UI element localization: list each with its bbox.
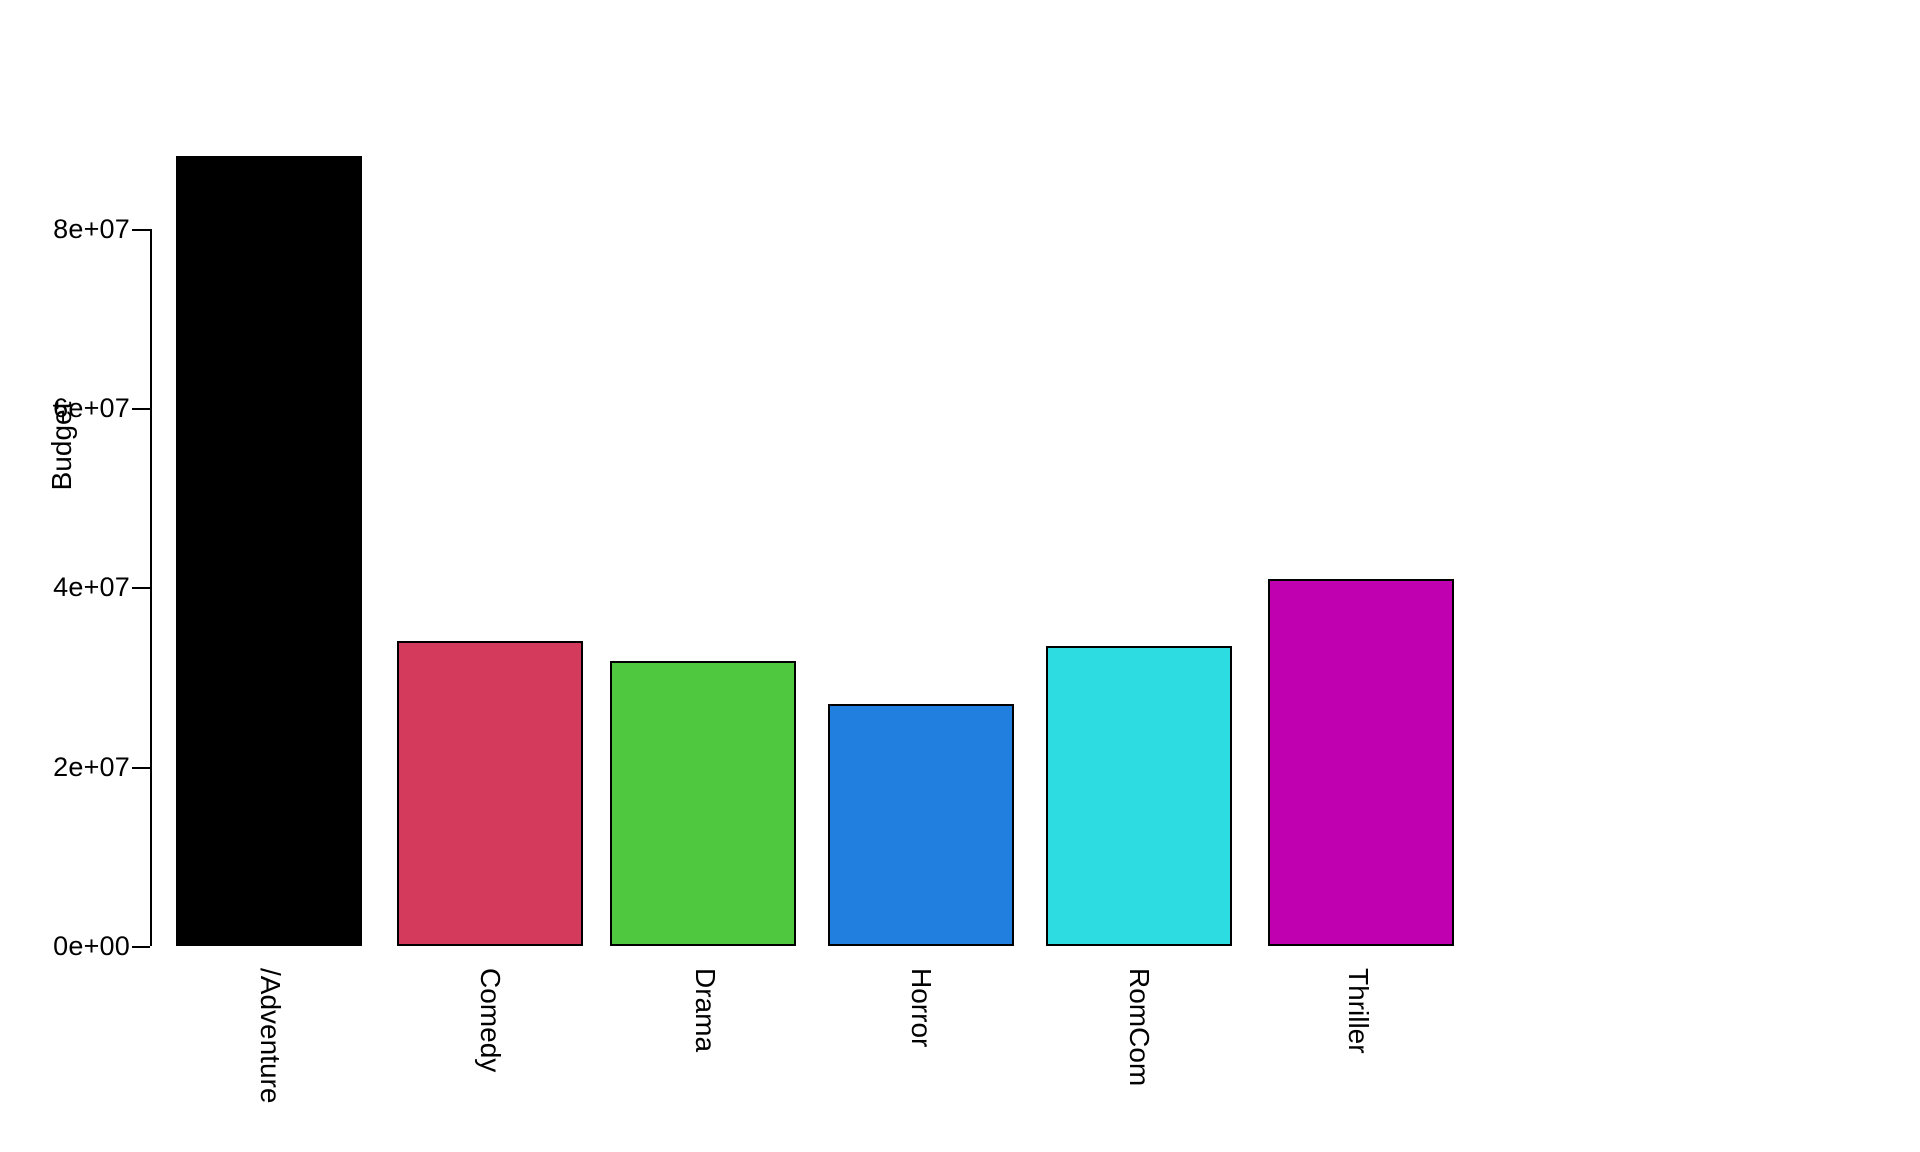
y-axis-tick-label-0e00: 0e+00: [53, 931, 130, 961]
y-axis-line: [150, 229, 152, 946]
y-axis-tick-6e07: [132, 408, 150, 410]
x-axis-label-horror: Horror: [906, 968, 937, 1048]
bar-comedy: [397, 641, 583, 946]
bar-horror: [828, 704, 1014, 946]
y-axis-tick-8e07: [132, 229, 150, 231]
x-axis-label-romcom: RomCom: [1124, 968, 1155, 1087]
bar-romcom: [1046, 645, 1232, 946]
y-axis-tick-label-2e07: 2e+07: [53, 752, 130, 782]
bar-drama: [610, 661, 796, 946]
x-axis-label-action-adventure: /Adventure: [255, 968, 286, 1104]
y-axis-title: Budget: [46, 401, 77, 491]
y-axis-tick-2e07: [132, 767, 150, 769]
y-axis-tick-label-8e07: 8e+07: [53, 214, 130, 244]
y-axis-tick-0e00: [132, 946, 150, 948]
x-axis-label-thriller: Thriller: [1343, 968, 1374, 1054]
x-axis-label-comedy: Comedy: [475, 968, 506, 1073]
bar-action-adventure: [176, 155, 362, 946]
y-axis-tick-label-6e07: 6e+07: [53, 393, 130, 423]
y-axis-tick-4e07: [132, 587, 150, 589]
y-axis-tick-label-4e07: 4e+07: [53, 572, 130, 602]
bar-thriller: [1268, 578, 1454, 946]
x-axis-label-drama: Drama: [690, 968, 721, 1053]
